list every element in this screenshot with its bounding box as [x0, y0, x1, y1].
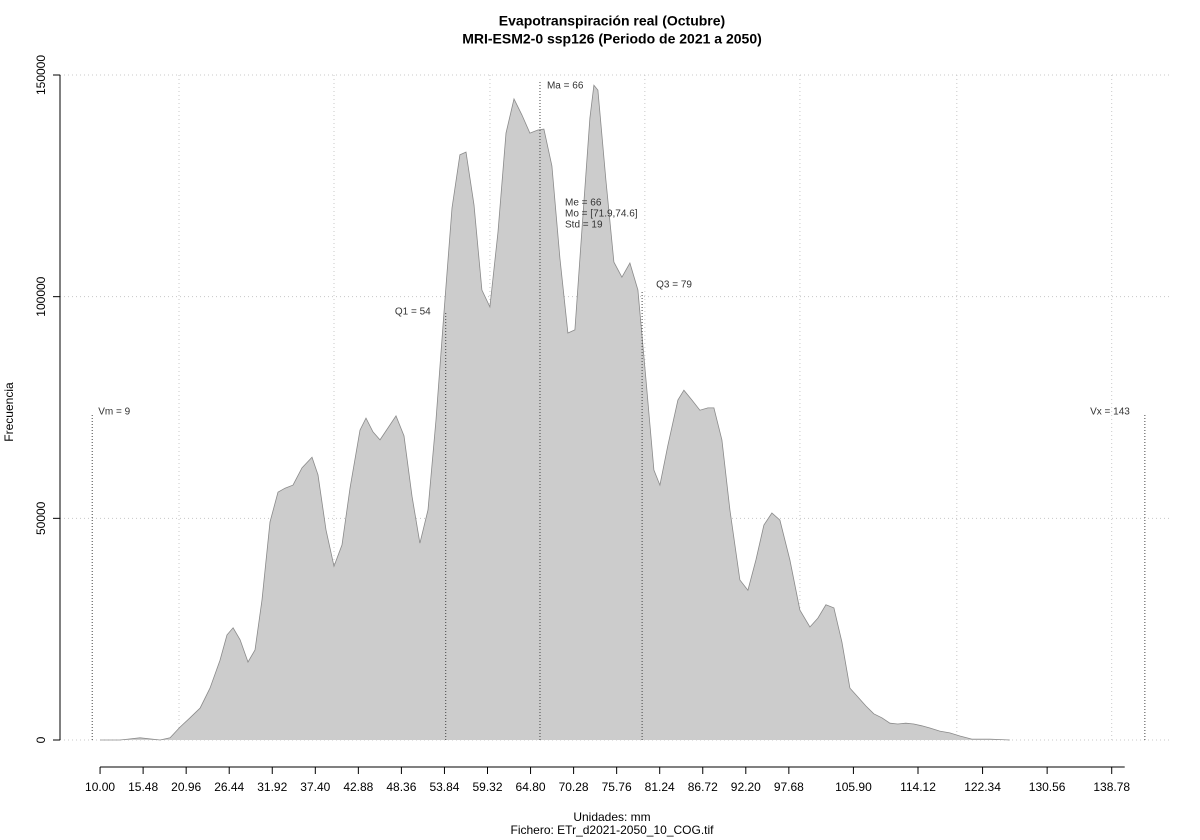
x-tick-label: 48.36 [386, 780, 416, 794]
x-tick-label: 97.68 [774, 780, 804, 794]
caption: Fichero: ETr_d2021-2050_10_COG.tif [511, 823, 715, 837]
x-tick-label: 86.72 [688, 780, 718, 794]
area [100, 84, 1010, 741]
x-tick-label: 64.80 [516, 780, 546, 794]
x-tick-label: 122.34 [964, 780, 1001, 794]
y-tick-label: 0 [34, 736, 48, 743]
x-axis-title: Unidades: mm [573, 810, 650, 824]
annotation-label: Q3 = 79 [656, 280, 692, 291]
y-axis-title: Frecuencia [2, 382, 16, 442]
x-tick-label: 105.90 [835, 780, 872, 794]
x-tick-label: 138.78 [1093, 780, 1130, 794]
x-tick-label: 15.48 [128, 780, 158, 794]
x-tick-label: 114.12 [900, 780, 936, 794]
y-tick-label: 100000 [34, 276, 48, 316]
annotation-label: Vx = 143 [1090, 407, 1130, 418]
x-tick-label: 70.28 [559, 780, 589, 794]
x-tick-label: 59.32 [472, 780, 502, 794]
x-tick-label: 81.24 [645, 780, 675, 794]
x-tick-label: 92.20 [731, 780, 761, 794]
chart-subtitle: MRI-ESM2-0 ssp126 (Periodo de 2021 a 205… [462, 31, 762, 47]
stats-label: Mo = [71.9,74.6] [565, 209, 638, 220]
x-tick-label: 26.44 [214, 780, 244, 794]
stats-label: Me = 66 [565, 198, 602, 209]
annotation-label: Q1 = 54 [395, 307, 431, 318]
y-tick-label: 50000 [34, 501, 48, 535]
annotation-label: Vm = 9 [98, 407, 130, 418]
x-tick-label: 37.40 [300, 780, 330, 794]
x-tick-label: 10.00 [85, 780, 115, 794]
y-tick-label: 150000 [34, 55, 48, 95]
x-tick-label: 75.76 [602, 780, 632, 794]
x-tick-label: 130.56 [1029, 780, 1066, 794]
x-tick-label: 53.84 [429, 780, 459, 794]
chart-title: Evapotranspiración real (Octubre) [499, 13, 725, 29]
stats-label: Std = 19 [565, 220, 603, 231]
annotation-label: Ma = 66 [547, 81, 584, 92]
x-tick-label: 42.88 [343, 780, 373, 794]
x-tick-label: 20.96 [171, 780, 201, 794]
x-tick-label: 31.92 [257, 780, 287, 794]
